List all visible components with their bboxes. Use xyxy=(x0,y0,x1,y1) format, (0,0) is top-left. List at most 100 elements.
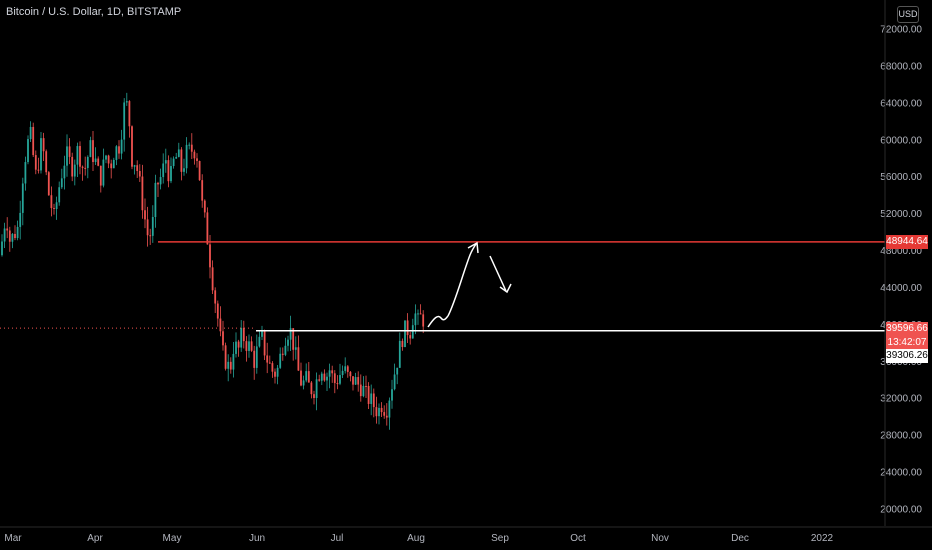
candle-body xyxy=(211,267,214,291)
candle-body xyxy=(34,155,37,170)
y-tick-label: 44000.00 xyxy=(880,283,922,294)
candle-body xyxy=(131,126,133,167)
candle-body xyxy=(180,149,183,172)
user-drawings xyxy=(427,241,512,328)
candle-body xyxy=(388,400,391,418)
candle-body xyxy=(248,341,250,351)
candle-body xyxy=(331,370,334,374)
candle-body xyxy=(255,346,258,368)
candle-body xyxy=(307,371,310,383)
candle-body xyxy=(326,376,328,381)
candle-body xyxy=(320,373,323,381)
candle-body xyxy=(102,159,105,186)
projection-down-arrow[interactable] xyxy=(489,255,507,292)
candle-body xyxy=(63,165,66,179)
candle-body xyxy=(305,371,308,381)
candle-body xyxy=(235,341,237,354)
candle-body xyxy=(237,341,240,348)
y-tick-label: 48000.00 xyxy=(880,246,922,257)
candle-body xyxy=(79,146,81,167)
candle-body xyxy=(118,146,120,154)
candle-body xyxy=(380,407,383,413)
candle-body xyxy=(245,341,248,351)
candle-body xyxy=(362,385,365,397)
candle-body xyxy=(302,380,305,386)
candle-body xyxy=(45,151,48,173)
candle-body xyxy=(224,345,227,369)
candle-body xyxy=(27,139,29,163)
projection-up-curve[interactable] xyxy=(447,243,477,317)
candle-body xyxy=(250,341,253,351)
candle-body xyxy=(8,230,11,242)
candle-body xyxy=(81,166,84,168)
candle-body xyxy=(19,212,22,227)
candle-body xyxy=(276,367,279,377)
y-tick-label: 20000.00 xyxy=(880,505,922,516)
candle-body xyxy=(84,167,87,169)
candle-body xyxy=(297,347,300,371)
candle-body xyxy=(289,328,292,340)
candle-body xyxy=(354,377,357,385)
candle-body xyxy=(292,328,295,350)
candle-body xyxy=(42,138,45,152)
x-tick-label: Dec xyxy=(731,533,749,544)
candle-body xyxy=(258,336,261,347)
candle-body xyxy=(141,176,144,211)
candle-body xyxy=(86,156,89,168)
x-tick-label: Aug xyxy=(407,533,425,544)
candle-body xyxy=(198,160,201,181)
candle-body xyxy=(151,217,154,236)
candle-body xyxy=(133,165,136,167)
currency-button[interactable]: USD xyxy=(897,6,919,23)
candle-body xyxy=(21,183,24,213)
candle-body xyxy=(367,385,370,404)
candle-body xyxy=(209,244,211,268)
candle-body xyxy=(328,370,331,377)
candle-body xyxy=(193,151,196,159)
candle-body xyxy=(196,158,198,161)
candle-body xyxy=(359,384,362,397)
candle-body xyxy=(154,182,157,218)
candle-body xyxy=(216,303,219,319)
candle-body xyxy=(32,126,35,156)
candle-body xyxy=(378,407,380,417)
candle-body xyxy=(3,228,6,242)
candle-body xyxy=(417,313,419,315)
candle-body xyxy=(110,163,113,169)
projection-up-arrow[interactable] xyxy=(427,315,449,328)
candle-body xyxy=(313,394,315,399)
y-tick-label: 56000.00 xyxy=(880,172,922,183)
y-tick-label: 72000.00 xyxy=(880,25,922,36)
candle-body xyxy=(229,361,232,370)
candle-body xyxy=(344,366,347,371)
candle-body xyxy=(284,345,287,355)
candle-body xyxy=(419,313,422,315)
candle-body xyxy=(138,170,141,177)
candle-body xyxy=(66,146,68,166)
candle-body xyxy=(232,353,235,370)
candle-body xyxy=(47,172,50,196)
last-price-tag: 39596.66 xyxy=(886,322,928,336)
candle-body xyxy=(99,165,102,186)
candle-body xyxy=(40,138,42,171)
candle-body xyxy=(185,144,188,169)
candle-body xyxy=(372,393,375,408)
candle-body xyxy=(357,377,360,385)
support-price-tag[interactable]: 39306.26 xyxy=(886,349,928,363)
candle-body xyxy=(352,376,354,385)
candle-body xyxy=(146,219,149,236)
candle-body xyxy=(136,165,139,171)
candle-body xyxy=(159,177,162,185)
candle-body xyxy=(375,407,378,417)
resistance-price-tag[interactable]: 48944.64 xyxy=(886,235,928,249)
candle-body xyxy=(346,366,349,372)
candle-body xyxy=(263,330,266,356)
candle-body xyxy=(222,331,224,346)
candle-body xyxy=(105,155,107,160)
x-tick-label: Apr xyxy=(87,533,103,544)
candle-body xyxy=(401,340,404,348)
candle-body xyxy=(422,314,425,327)
candle-body xyxy=(50,195,53,209)
candle-body xyxy=(391,389,393,401)
